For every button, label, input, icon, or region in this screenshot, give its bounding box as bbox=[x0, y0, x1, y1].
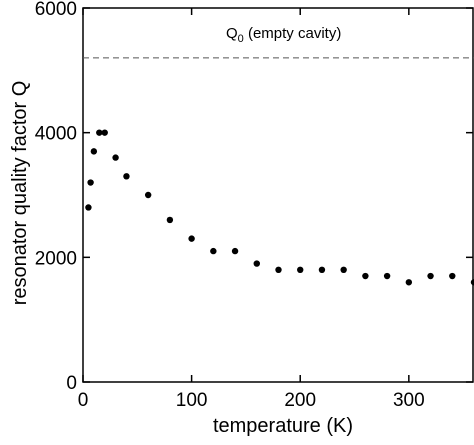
data-point bbox=[340, 266, 347, 273]
data-point bbox=[112, 154, 119, 161]
data-point bbox=[123, 173, 130, 180]
data-point bbox=[166, 216, 174, 224]
x-axis-label: temperature (K) bbox=[213, 415, 353, 437]
data-point bbox=[275, 266, 282, 273]
data-point bbox=[383, 272, 391, 280]
x-tick-label: 300 bbox=[393, 390, 425, 411]
data-point bbox=[101, 129, 108, 136]
data-point bbox=[405, 279, 413, 286]
y-tick-label: 2000 bbox=[35, 248, 77, 269]
data-point bbox=[297, 266, 304, 273]
data-point bbox=[318, 266, 326, 273]
data-point bbox=[470, 279, 474, 286]
data-point bbox=[210, 247, 217, 255]
data-point bbox=[362, 272, 369, 280]
data-point bbox=[90, 148, 98, 155]
plot-frame bbox=[82, 7, 474, 383]
y-axis-label: resonator quality factor Q bbox=[9, 81, 31, 306]
x-tick-label: 0 bbox=[78, 390, 89, 411]
data-point bbox=[427, 272, 434, 280]
data-point bbox=[231, 247, 239, 255]
data-point bbox=[96, 129, 103, 136]
data-point bbox=[253, 260, 260, 267]
data-point bbox=[188, 235, 195, 242]
data-point bbox=[87, 179, 94, 186]
data-point bbox=[85, 204, 92, 211]
y-tick-label: 0 bbox=[66, 373, 77, 394]
x-tick-label: 200 bbox=[284, 390, 316, 411]
reference-line-label: Q0 (empty cavity) bbox=[226, 25, 341, 45]
x-tick-label: 100 bbox=[176, 390, 208, 411]
data-point bbox=[144, 191, 152, 199]
y-tick-label: 6000 bbox=[35, 0, 77, 20]
y-tick-label: 4000 bbox=[35, 124, 77, 145]
data-point bbox=[449, 272, 456, 280]
